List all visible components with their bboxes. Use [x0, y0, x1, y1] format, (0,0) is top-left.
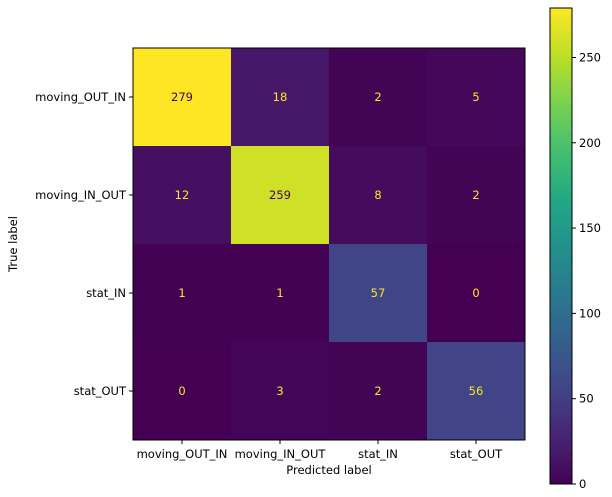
y-tick-label: moving_IN_OUT: [35, 188, 127, 202]
cell-value-label: 57: [371, 286, 386, 300]
cell-value-label: 279: [171, 90, 193, 104]
x-tick-label: moving_IN_OUT: [235, 447, 327, 461]
cell-value-label: 2: [374, 90, 381, 104]
colorbar: [549, 7, 573, 485]
y-axis-label: True label: [6, 216, 20, 273]
y-axis-ticks: moving_OUT_IN moving_IN_OUT stat_IN stat_OU…: [35, 90, 133, 398]
matrix-cell: [329, 146, 427, 244]
matrix-cell: [231, 146, 329, 244]
matrix-cell: [231, 342, 329, 440]
x-axis-ticks: moving_OUT_IN moving_IN_OUT stat_IN stat_OU…: [137, 440, 503, 461]
cell-value-label: 0: [178, 384, 185, 398]
cell-value-label: 5: [472, 90, 479, 104]
x-axis-label: Predicted label: [286, 463, 371, 477]
x-tick-label: moving_OUT_IN: [137, 447, 228, 461]
matrix-cell: [133, 244, 231, 342]
cell-value-label: 12: [175, 188, 190, 202]
colorbar-tick-label: 150: [579, 221, 601, 235]
matrix-cell: [329, 48, 427, 146]
cell-value-label: 259: [269, 188, 291, 202]
matrix-cell: [329, 244, 427, 342]
colorbar-ticks: 0 50 100 150 200 250: [572, 50, 601, 491]
matrix-cell: [133, 146, 231, 244]
cell-value-label: 2: [472, 188, 479, 202]
matrix-cell: [231, 48, 329, 146]
matrix-cell: [133, 48, 231, 146]
cell-value-label: 18: [273, 90, 288, 104]
matrix-cell: [231, 244, 329, 342]
y-tick-label: stat_OUT: [74, 384, 127, 398]
cell-value-label: 8: [374, 188, 381, 202]
matrix-cell: [427, 244, 525, 342]
cell-value-label: 2: [374, 384, 381, 398]
cell-value-label: 0: [472, 286, 479, 300]
y-tick-label: moving_OUT_IN: [35, 90, 126, 104]
y-tick-label: stat_IN: [86, 286, 126, 300]
colorbar-tick-label: 50: [579, 392, 594, 406]
colorbar-tick-label: 200: [579, 136, 601, 150]
x-tick-label: stat_IN: [358, 447, 398, 461]
matrix-cell: [427, 48, 525, 146]
colorbar-tick-label: 0: [579, 477, 586, 491]
cell-value-label: 1: [276, 286, 283, 300]
colorbar-tick-label: 100: [579, 306, 601, 320]
matrix-cells: [133, 48, 525, 440]
matrix-cell: [427, 342, 525, 440]
cell-value-label: 3: [276, 384, 283, 398]
matrix-cell: [427, 146, 525, 244]
cell-value-label: 56: [469, 384, 484, 398]
matrix-cell-labels: 279 18 2 5 12 259 8 2 1 1 57 0 0 3 2 56: [171, 90, 483, 398]
colorbar-tick-label: 250: [579, 50, 601, 64]
x-tick-label: stat_OUT: [450, 447, 503, 461]
plot-frame: [132, 47, 526, 441]
matrix-cell: [133, 342, 231, 440]
cell-value-label: 1: [178, 286, 185, 300]
matrix-cell: [329, 342, 427, 440]
